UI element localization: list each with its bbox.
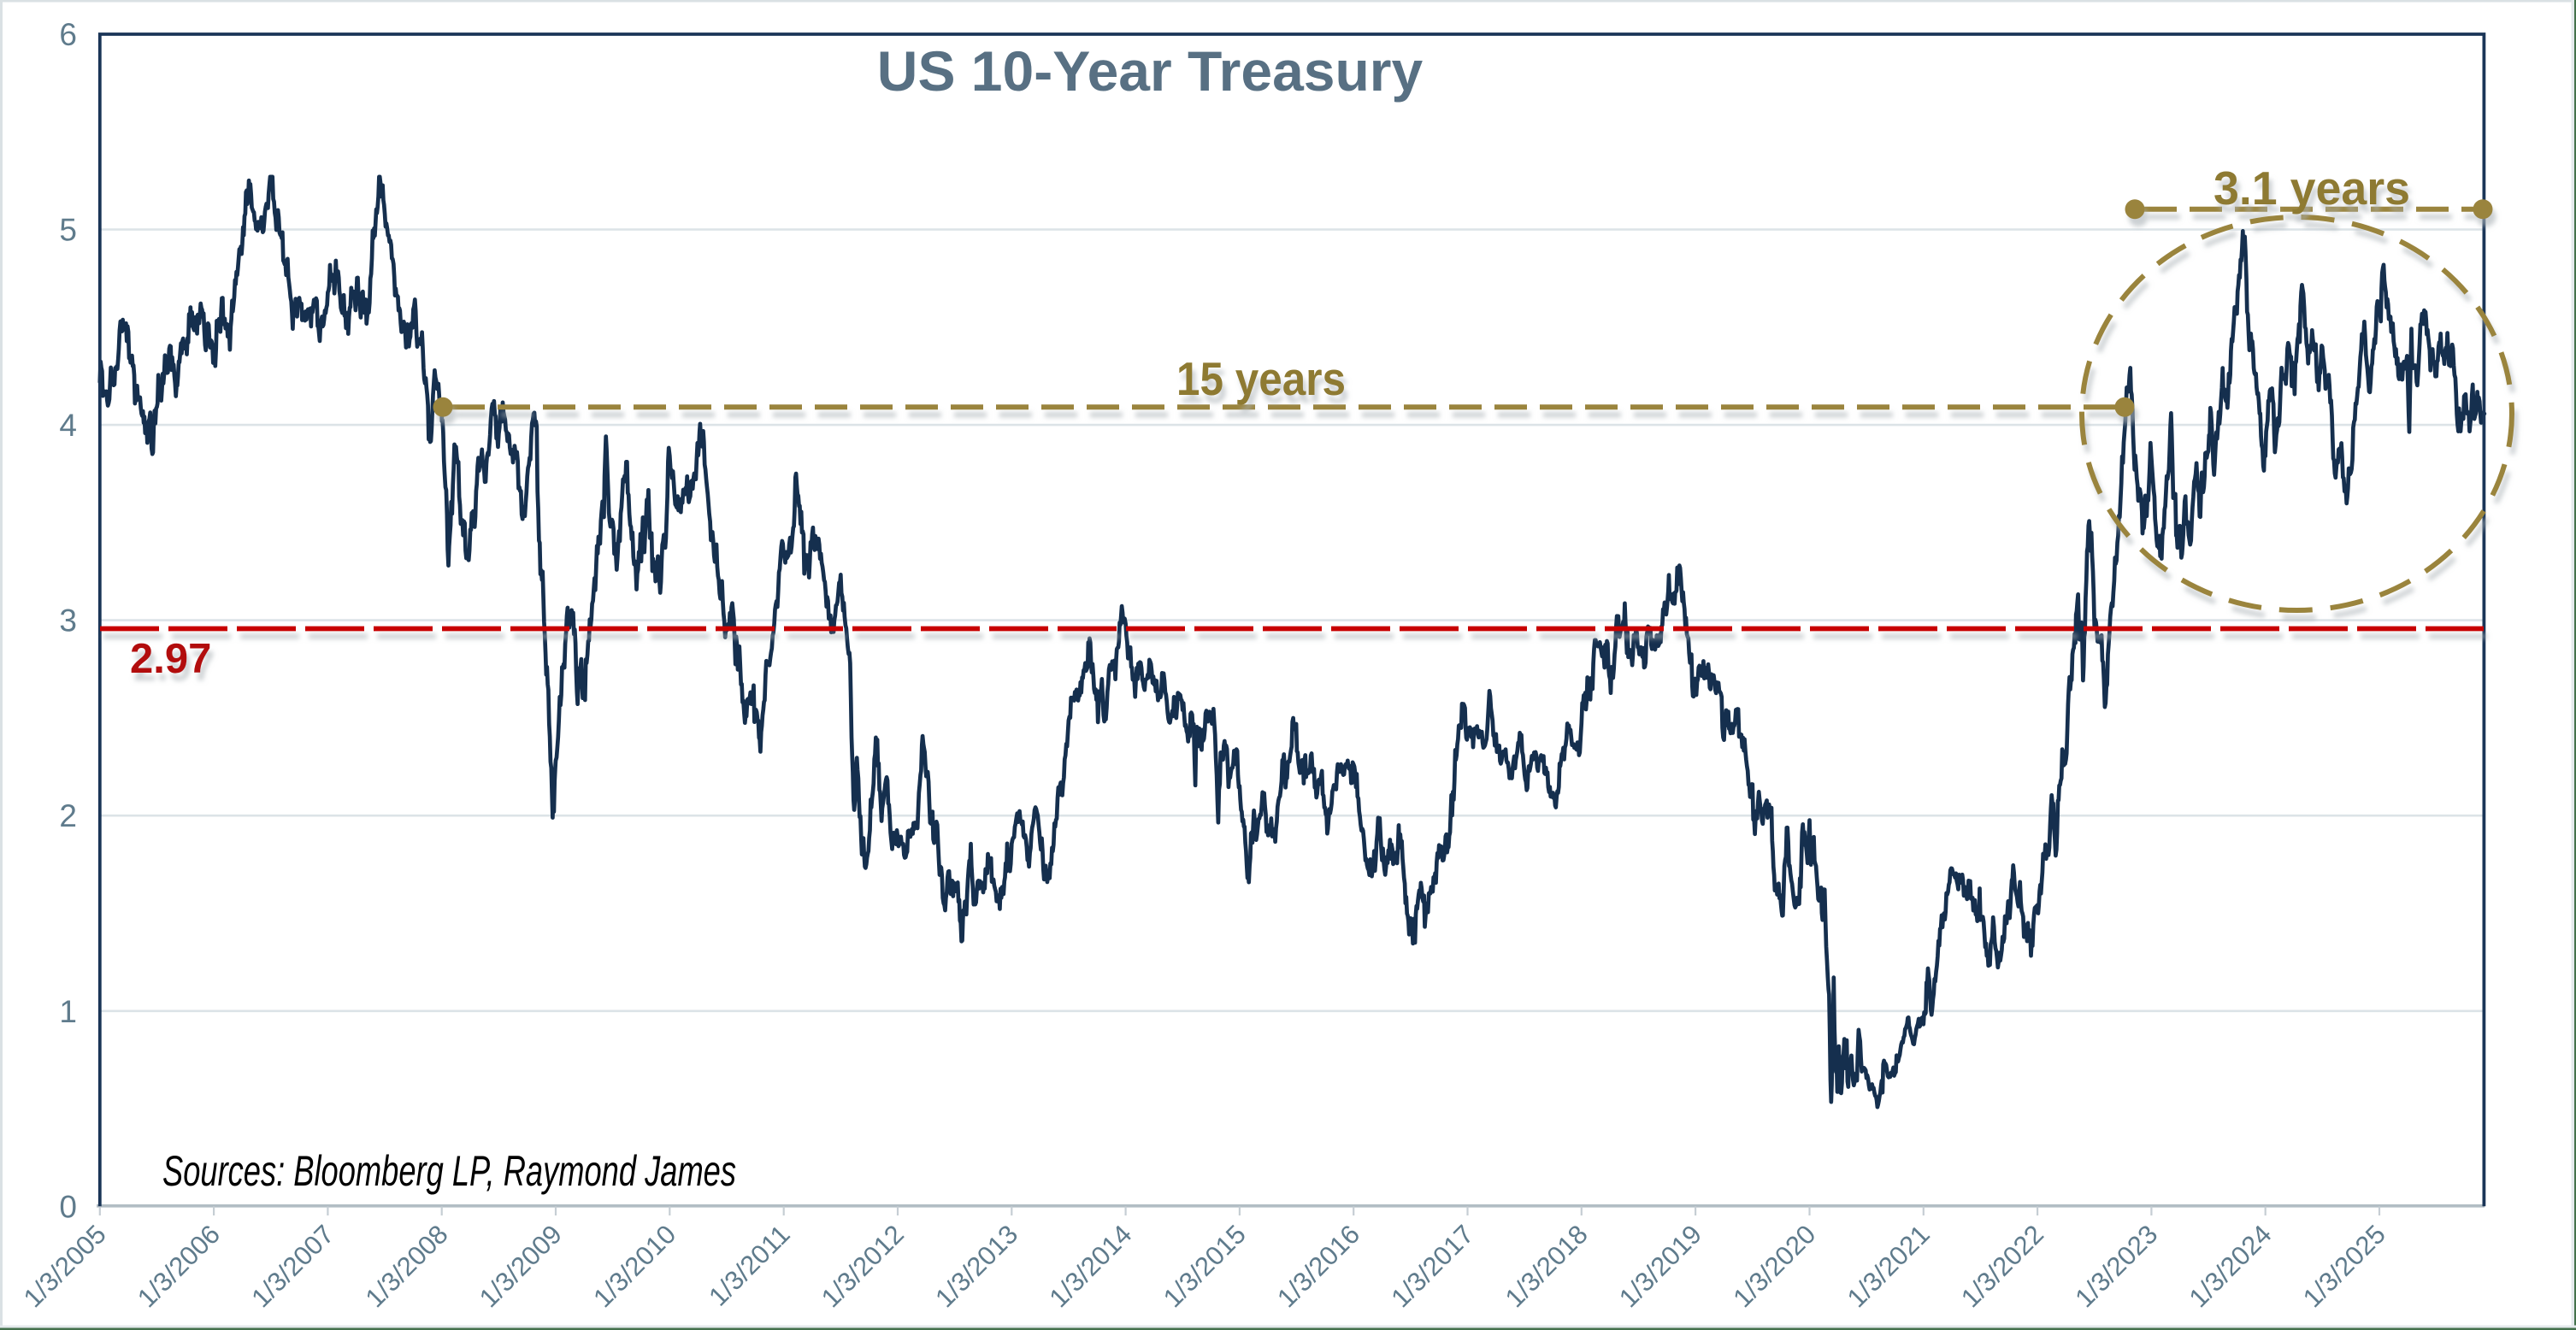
- svg-text:1: 1: [59, 994, 77, 1029]
- svg-text:2: 2: [59, 798, 77, 833]
- svg-text:3: 3: [59, 603, 77, 639]
- svg-text:0: 0: [59, 1189, 77, 1224]
- svg-text:3.1 years: 3.1 years: [2213, 162, 2410, 215]
- svg-text:4: 4: [59, 408, 77, 443]
- svg-text:5: 5: [59, 213, 77, 248]
- svg-text:15 years: 15 years: [1176, 352, 1346, 405]
- svg-text:6: 6: [59, 17, 77, 52]
- svg-text:2.97: 2.97: [130, 636, 211, 682]
- svg-text:US 10-Year Treasury: US 10-Year Treasury: [877, 39, 1424, 103]
- svg-text:Sources: Bloomberg LP, Raymond: Sources: Bloomberg LP, Raymond James: [162, 1147, 736, 1195]
